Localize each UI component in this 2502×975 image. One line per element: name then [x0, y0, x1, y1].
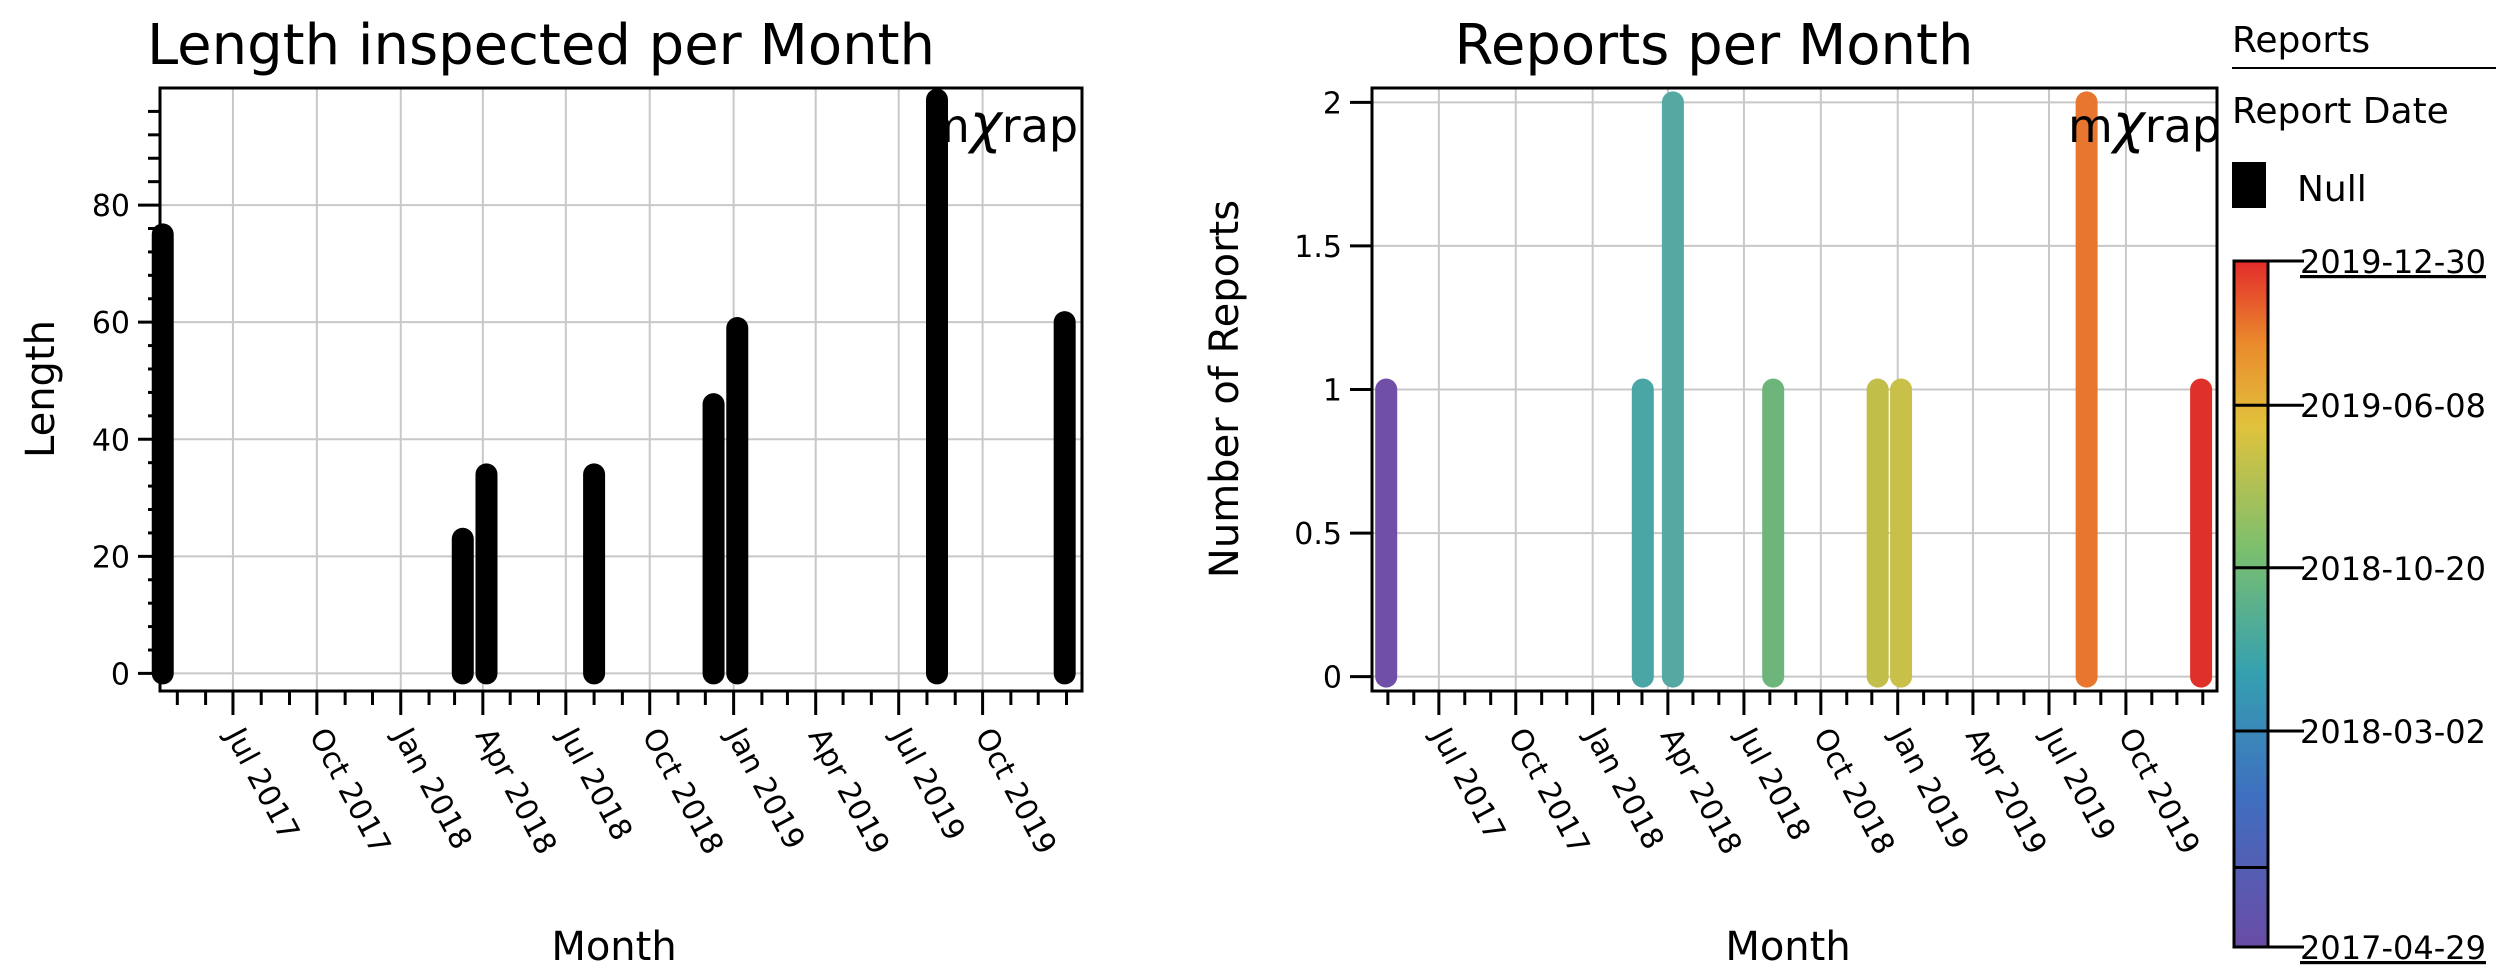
y-tick-label: 20	[92, 540, 130, 575]
null-label: Null	[2297, 169, 2367, 210]
y-tick-label: 0	[1323, 661, 1342, 696]
y-tick-label: 2	[1323, 86, 1342, 121]
null-swatch	[2232, 162, 2266, 208]
mxrap-logo: mχrap	[925, 92, 1078, 155]
y-axis-title: Number of Reports	[1202, 200, 1248, 578]
y-axis: 0 20 40 60 80	[92, 109, 160, 692]
x-tick-label: Jul 2018	[1728, 721, 1817, 847]
colorbar-tick-label: 2018-10-20	[2300, 550, 2486, 588]
y-axis-title: Length	[18, 320, 64, 458]
y-tick-label: 80	[92, 189, 130, 224]
colorbar-tick-label: 2019-12-30	[2300, 243, 2486, 281]
x-tick-label: Apr 2018	[468, 722, 564, 860]
x-tick-label: Oct 2019	[2111, 722, 2207, 860]
colorbar-ticks: 2019-12-30 2019-06-08 2018-10-20 2018-03-02…	[2234, 243, 2486, 967]
x-axis-title: Month	[551, 924, 676, 970]
x-tick-label: Jan 2019	[718, 721, 812, 856]
x-tick-label: Jul 2018	[550, 721, 639, 847]
colorbar-gradient	[2232, 259, 2270, 949]
colorbar-tick-label: 2017-04-29	[2300, 929, 2486, 967]
x-tick-label: Jan 2018	[385, 721, 479, 856]
y-axis: 0 0.5 1 1.5 2	[1294, 86, 1372, 696]
svg-text:mχrap: mχrap	[2068, 92, 2221, 155]
legend: Reports Report Date Null 2019-12-302019-…	[2232, 20, 2496, 967]
x-axis-title: Month	[1725, 924, 1850, 970]
bar-series	[151, 88, 1076, 685]
y-tick-label: 60	[92, 306, 130, 341]
reports-chart: Reports per Month 00.511.52 Jul 2017Oct …	[1202, 13, 2221, 970]
x-tick-label: Oct 2019	[968, 722, 1064, 860]
y-tick-label: 0	[111, 657, 130, 692]
x-tick-label: Jul 2019	[2033, 721, 2122, 847]
x-tick-label: Apr 2019	[801, 722, 897, 860]
x-tick-label: Oct 2017	[302, 722, 398, 860]
y-tick-label: 1	[1323, 374, 1342, 409]
mxrap-logo: mχrap	[2068, 92, 2221, 155]
x-tick-label: Jul 2019	[883, 721, 972, 847]
chart-title: Length inspected per Month	[147, 13, 935, 78]
gridlines	[160, 88, 1082, 691]
svg-text:mχrap: mχrap	[925, 92, 1078, 155]
chart-title: Reports per Month	[1455, 13, 1974, 78]
length-chart: Length inspected per Month 0 20 40 60 80 Jul…	[18, 13, 1084, 970]
colorbar-tick-label: 2018-03-02	[2300, 713, 2486, 751]
colorbar: 2019-12-30 2019-06-08 2018-10-20 2018-03-02…	[2232, 243, 2486, 967]
colorbar-tick-label: 2019-06-08	[2300, 387, 2486, 425]
bar-series	[1375, 91, 2213, 688]
y-tick-label: 0.5	[1294, 517, 1342, 552]
y-tick-label: 1.5	[1294, 230, 1342, 265]
x-tick-label: Jul 2017	[1423, 721, 1512, 847]
y-tick-label: 40	[92, 423, 130, 458]
x-tick-label: Jul 2017	[217, 721, 306, 847]
x-tick-label: Oct 2018	[635, 722, 731, 860]
legend-subtitle: Report Date	[2232, 91, 2449, 132]
legend-title: Reports	[2232, 20, 2370, 61]
